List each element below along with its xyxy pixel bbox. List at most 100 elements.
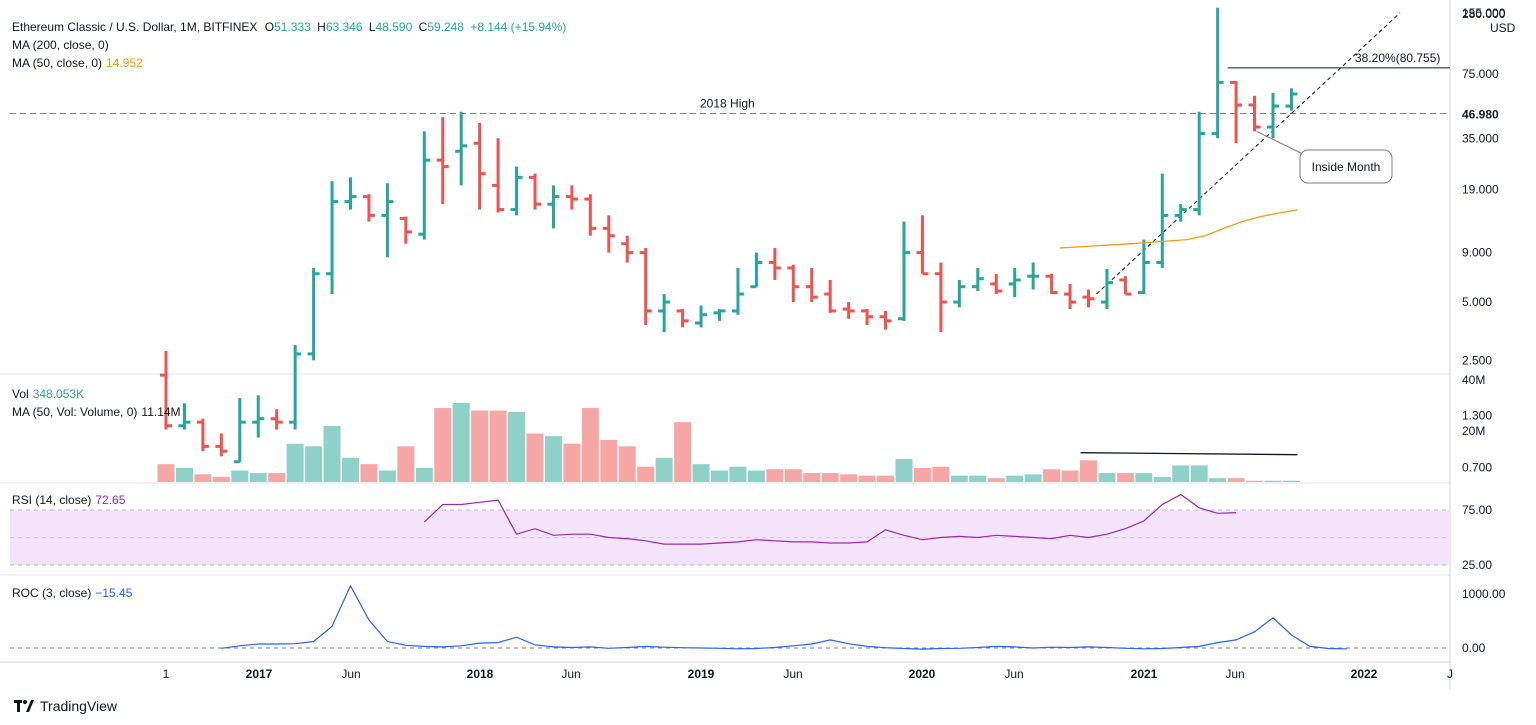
- ohlc-bar: [990, 273, 1003, 295]
- ohlc-bar: [658, 294, 671, 333]
- time-tick-label: 2019: [688, 667, 715, 681]
- price-tick-label: 19.000: [1462, 183, 1499, 197]
- price-tick-label: 155.000: [1462, 6, 1506, 20]
- ohlc-bar: [1064, 283, 1077, 310]
- ohlc-bar: [178, 403, 191, 430]
- fib-label: 38.20%(80.755): [1355, 51, 1440, 65]
- volume-bar: [508, 411, 526, 482]
- ohlc-bar: [160, 350, 172, 430]
- high-tag-bg: [1451, 104, 1511, 123]
- ohlc-bar: [713, 309, 726, 321]
- ohlc-bar: [307, 267, 320, 361]
- ohlc-bar: [1230, 80, 1243, 144]
- volume-bar: [434, 408, 452, 482]
- tradingview-footer[interactable]: TradingView: [14, 698, 117, 714]
- inside-month-box: [1299, 149, 1393, 184]
- volume-bar: [747, 470, 765, 482]
- rsi-tick-label: 75.00: [1462, 503, 1492, 517]
- volume-bar: [1116, 473, 1134, 482]
- volume-bar: [877, 475, 895, 482]
- high-2018-tag: 46.980: [1462, 108, 1499, 122]
- volume-bar: [323, 425, 341, 482]
- ohlc-bar: [381, 183, 394, 258]
- roc-line: [221, 584, 1347, 650]
- ohlc-bar: [824, 279, 837, 313]
- rsi-tick-label: 25.00: [1462, 558, 1492, 572]
- volume-bar: [674, 422, 692, 482]
- volume-bar: [895, 459, 913, 482]
- volume-bar: [655, 457, 673, 482]
- volume-bar: [305, 446, 323, 482]
- ohlc-bar: [842, 302, 855, 319]
- time-tick-label: Jun: [1225, 667, 1244, 681]
- volume-bar: [1190, 465, 1208, 482]
- time-tick-label: Jun: [1004, 667, 1023, 681]
- time-tick-label: Jun: [783, 667, 802, 681]
- ohlc-bar: [1027, 262, 1040, 290]
- price-tick-label: 75.000: [1462, 67, 1499, 81]
- volume-bar: [1006, 475, 1024, 482]
- ohlc-bar: [602, 215, 615, 253]
- volume-bar: [950, 475, 968, 482]
- ohlc-bar: [473, 122, 486, 210]
- ohlc-bar: [326, 181, 339, 295]
- volume-bar: [1080, 460, 1097, 482]
- ohlc-bar: [787, 264, 800, 303]
- volume-bar: [563, 443, 581, 482]
- legend-rsi: RSI (14, close) 72.65: [12, 493, 126, 507]
- volume-bar: [784, 469, 802, 482]
- volume-ma-line: [1080, 452, 1298, 456]
- price-tick-label: 35.000: [1462, 131, 1499, 145]
- legend-ma50: MA (50, close, 0) 14.952: [12, 56, 143, 70]
- volume-bar: [360, 464, 378, 482]
- ohlc-bar: [1193, 111, 1206, 216]
- volume-bar: [729, 466, 747, 482]
- volume-bar: [194, 474, 212, 482]
- ohlc-bar: [1008, 267, 1021, 298]
- volume-bar: [1043, 469, 1061, 482]
- roc-pane[interactable]: [10, 584, 1450, 650]
- time-tick-label: 2022: [1351, 667, 1378, 681]
- volume-bar: [268, 473, 286, 482]
- time-axis[interactable]: 1 2017 Jun 2018 Jun 2019 Jun 2020 Jun 2021 Jun 2022…: [163, 667, 1453, 681]
- currency-label: USD: [1490, 21, 1516, 35]
- volume-bar: [858, 475, 876, 482]
- volume-bar: [1135, 473, 1153, 482]
- volume-bar: [987, 478, 1005, 482]
- volume-pane[interactable]: [157, 402, 1300, 482]
- ma50-line: [1059, 209, 1298, 249]
- time-tick-label: 2018: [467, 667, 494, 681]
- volume-bar: [489, 410, 507, 482]
- ohlc-bar: [898, 221, 910, 321]
- time-tick-label: 2017: [246, 667, 273, 681]
- ohlc-bar: [196, 418, 209, 452]
- volume-bar: [526, 433, 544, 482]
- volume-bar: [415, 467, 433, 482]
- ohlc-bar: [768, 248, 781, 280]
- legend-ma200: MA (200, close, 0): [12, 38, 109, 52]
- volume-bar: [378, 470, 396, 482]
- legend-symbol: Ethereum Classic / U.S. Dollar, 1M, BITF…: [12, 20, 566, 34]
- legend-volume-ma: MA (50, Vol: Volume, 0) 11.14M: [12, 405, 181, 419]
- ohlc-bar: [916, 215, 929, 276]
- volume-tick-label: 20M: [1462, 424, 1485, 438]
- volume-bar: [397, 446, 415, 482]
- volume-bar: [969, 475, 987, 482]
- ohlc-bar: [1137, 239, 1150, 295]
- price-pane[interactable]: 2018 High 38.20%(80.755) Inside Month: [10, 7, 1450, 464]
- volume-bar: [1209, 478, 1227, 482]
- volume-bar: [1098, 473, 1116, 482]
- volume-tick-label: 40M: [1462, 373, 1485, 387]
- volume-bar: [471, 410, 489, 482]
- volume-bar: [618, 446, 636, 482]
- ohlc-bar: [455, 111, 468, 186]
- rsi-pane[interactable]: [10, 493, 1450, 566]
- volume-bar: [286, 443, 304, 482]
- ohlc-bar: [953, 279, 966, 308]
- ohlc-bar: [436, 117, 449, 205]
- price-tick-label: 0.700: [1462, 461, 1492, 475]
- volume-bar: [212, 476, 230, 482]
- volume-bar: [1061, 470, 1079, 482]
